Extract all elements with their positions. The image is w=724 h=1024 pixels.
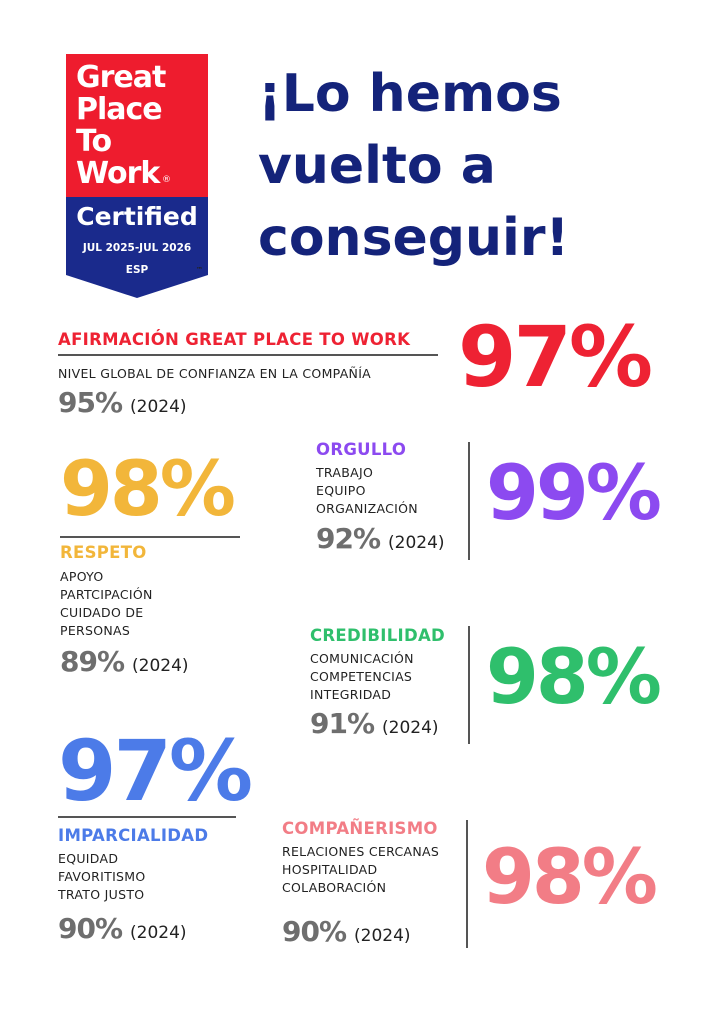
previous-value: 90%	[282, 915, 347, 948]
previous-year: (2024)	[388, 533, 445, 553]
companerismo-title: COMPAÑERISMO	[282, 819, 438, 838]
imparcialidad-item: TRATO JUSTO	[58, 887, 145, 902]
companerismo-previous: 90% (2024)	[282, 915, 411, 948]
previous-value: 89%	[60, 645, 125, 678]
previous-value: 92%	[316, 522, 381, 555]
credibilidad-previous: 91% (2024)	[310, 707, 439, 740]
logo-line: Work	[76, 156, 160, 191]
respeto-item: APOYO	[60, 569, 104, 584]
respeto-previous: 89% (2024)	[60, 645, 189, 678]
previous-year: (2024)	[354, 926, 411, 946]
orgullo-title: ORGULLO	[316, 440, 407, 459]
imparcialidad-item: EQUIDAD	[58, 851, 119, 866]
orgullo-items: TRABAJO EQUIPO ORGANIZACIÓN	[316, 464, 418, 518]
headline-line: ¡Lo hemos	[258, 64, 562, 124]
respeto-title: RESPETO	[60, 543, 147, 562]
logo-line: Place	[76, 92, 163, 127]
respeto-item: PERSONAS	[60, 623, 131, 638]
logo-line: To	[76, 124, 112, 159]
previous-value: 91%	[310, 707, 375, 740]
gptw-logo: Great Place To Work	[76, 60, 166, 191]
afirmacion-items: NIVEL GLOBAL DE CONFIANZA EN LA COMPAÑÍA	[58, 365, 371, 383]
credibilidad-title: CREDIBILIDAD	[310, 626, 446, 645]
credibilidad-item: COMUNICACIÓN	[310, 651, 414, 666]
headline: ¡Lo hemos vuelto a conseguir!	[258, 58, 698, 274]
companerismo-item: RELACIONES CERCANAS	[282, 844, 440, 859]
orgullo-value: 99%	[486, 448, 662, 537]
afirmacion-value: 97%	[458, 308, 653, 406]
respeto-value: 98%	[60, 444, 236, 533]
previous-year: (2024)	[130, 397, 187, 417]
orgullo-previous: 92% (2024)	[316, 522, 445, 555]
credibilidad-value: 98%	[486, 632, 662, 721]
previous-year: (2024)	[130, 923, 187, 943]
logo-line: Great	[76, 60, 166, 95]
imparcialidad-divider	[58, 816, 236, 818]
headline-line: conseguir!	[258, 208, 570, 268]
headline-line: vuelto a	[258, 136, 496, 196]
companerismo-divider	[466, 820, 468, 948]
respeto-item: PARTCIPACIÓN	[60, 587, 153, 602]
previous-year: (2024)	[132, 656, 189, 676]
orgullo-item: TRABAJO	[316, 465, 374, 480]
companerismo-item: HOSPITALIDAD	[282, 862, 378, 877]
imparcialidad-previous: 90% (2024)	[58, 912, 187, 945]
companerismo-value: 98%	[482, 832, 658, 921]
imparcialidad-items: EQUIDAD FAVORITISMO TRATO JUSTO	[58, 850, 146, 904]
trademark-mark: ™	[196, 266, 203, 274]
orgullo-item: EQUIPO	[316, 483, 366, 498]
gptw-certified-badge: Great Place To Work ® Certified JUL 2025…	[66, 54, 208, 299]
orgullo-divider	[468, 442, 470, 560]
credibilidad-items: COMUNICACIÓN COMPETENCIAS INTEGRIDAD	[310, 650, 414, 704]
badge-dates: JUL 2025-JUL 2026	[82, 242, 192, 254]
badge-blue-panel	[66, 197, 208, 298]
orgullo-item: ORGANIZACIÓN	[316, 501, 418, 516]
imparcialidad-item: FAVORITISMO	[58, 869, 146, 884]
badge-country: ESP	[125, 264, 149, 276]
afirmacion-title: AFIRMACIÓN GREAT PLACE TO WORK	[58, 330, 411, 349]
credibilidad-item: INTEGRIDAD	[310, 687, 392, 702]
afirmacion-item: NIVEL GLOBAL DE CONFIANZA EN LA COMPAÑÍA	[58, 366, 372, 381]
respeto-item: CUIDADO DE	[60, 605, 144, 620]
previous-value: 95%	[58, 386, 123, 419]
badge-certified-text: Certified	[76, 202, 198, 231]
afirmacion-divider	[58, 354, 438, 356]
imparcialidad-title: IMPARCIALIDAD	[58, 826, 209, 845]
companerismo-items: RELACIONES CERCANAS HOSPITALIDAD COLABOR…	[282, 843, 439, 897]
credibilidad-item: COMPETENCIAS	[310, 669, 413, 684]
registered-mark: ®	[162, 175, 171, 185]
previous-year: (2024)	[382, 718, 439, 738]
respeto-divider	[60, 536, 240, 538]
companerismo-item: COLABORACIÓN	[282, 880, 387, 895]
imparcialidad-value: 97%	[58, 722, 253, 820]
badge-red-panel	[66, 54, 208, 197]
afirmacion-previous: 95% (2024)	[58, 386, 187, 419]
respeto-items: APOYO PARTCIPACIÓN CUIDADO DE PERSONAS	[60, 568, 153, 640]
credibilidad-divider	[468, 626, 470, 744]
previous-value: 90%	[58, 912, 123, 945]
